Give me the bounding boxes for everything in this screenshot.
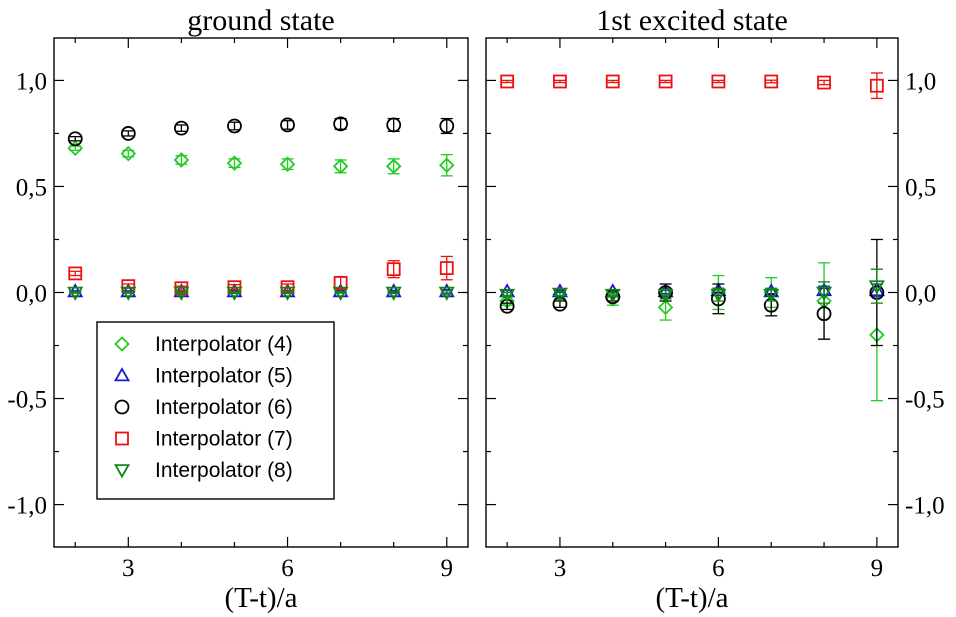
series-diamond <box>67 140 455 177</box>
data-point <box>67 286 84 301</box>
y-tick-label: 1,0 <box>16 68 47 95</box>
data-point <box>552 296 568 312</box>
data-point <box>67 283 84 298</box>
y-tick-label: -0,5 <box>7 387 47 414</box>
x-tick-label: 6 <box>712 555 725 582</box>
data-point <box>120 283 137 298</box>
data-point <box>332 286 349 301</box>
x-tick-label: 9 <box>871 555 884 582</box>
data-point <box>227 118 242 134</box>
x-axis-label: (T-t)/a <box>224 582 297 614</box>
series-square <box>500 72 884 100</box>
legend-label: Interpolator (8) <box>155 459 293 482</box>
data-point <box>710 288 727 303</box>
panel-ground-state: ground state 3 6 9 -1,0 -0,5 0,0 0,5 1,0 (T-t)/a I… <box>7 4 469 614</box>
data-point <box>816 306 832 322</box>
data-point <box>173 120 189 136</box>
data-point <box>68 266 83 281</box>
data-point <box>499 288 516 303</box>
panel-excited-state: 1st excited state 3 6 9 -1,0 -0,5 0,0 0,5 1,0 (T-… <box>485 4 945 614</box>
data-point <box>279 286 296 301</box>
data-point <box>120 145 137 162</box>
legend-marker <box>115 431 129 446</box>
y-tick-label: -1,0 <box>7 493 47 520</box>
data-point <box>438 157 455 174</box>
legend-label: Interpolator (7) <box>155 428 293 451</box>
series-triangle-down <box>499 268 885 304</box>
data-point <box>604 288 621 303</box>
y-tick-label: 0,0 <box>16 281 47 308</box>
legend-label: Interpolator (5) <box>155 365 293 388</box>
legend-marker <box>113 464 131 479</box>
data-point <box>551 287 568 302</box>
data-point <box>657 288 674 303</box>
legend: Interpolator (4) Interpolator (5) Interpol… <box>96 321 335 500</box>
x-tick-label: 9 <box>441 555 454 582</box>
series-triangle-down <box>67 286 455 301</box>
data-point <box>438 286 455 301</box>
data-point <box>333 276 348 290</box>
data-point <box>500 74 515 89</box>
data-point <box>279 156 296 172</box>
data-point <box>711 74 726 89</box>
data-point <box>385 286 402 301</box>
legend-marker <box>114 399 130 415</box>
data-point <box>120 126 136 141</box>
data-point <box>816 286 833 301</box>
y-tick-label: -1,0 <box>905 493 945 520</box>
legend-marker <box>114 336 130 352</box>
legend-marker <box>113 367 131 382</box>
legend-label: Interpolator (4) <box>155 333 293 356</box>
data-point <box>226 286 243 301</box>
data-point <box>657 299 674 316</box>
series-circle <box>67 116 455 147</box>
data-point <box>817 75 831 90</box>
legend-label: Interpolator (6) <box>155 396 293 419</box>
data-point <box>173 286 190 301</box>
data-point <box>226 155 243 171</box>
data-point <box>439 261 454 276</box>
y-tick-label: -0,5 <box>905 387 945 414</box>
data-point <box>763 288 780 303</box>
data-point <box>553 74 567 89</box>
x-tick-label: 3 <box>122 555 135 582</box>
data-point <box>764 74 779 89</box>
panel-title: 1st excited state <box>596 4 788 37</box>
data-point <box>385 283 402 298</box>
y-tick-label: 0,5 <box>16 174 47 201</box>
data-point <box>173 152 190 168</box>
data-point <box>658 74 673 89</box>
data-point <box>868 280 885 295</box>
plot-frame <box>485 37 899 548</box>
data-point <box>120 286 137 301</box>
data-point <box>332 283 349 298</box>
data-point <box>67 131 83 147</box>
data-point <box>439 118 455 134</box>
data-point <box>67 140 84 157</box>
data-point <box>605 74 620 89</box>
panel-title: ground state <box>187 4 334 37</box>
y-tick-label: 0,0 <box>905 281 936 308</box>
x-tick-label: 3 <box>554 555 567 582</box>
series-diamond <box>499 262 885 402</box>
data-point <box>280 117 295 133</box>
data-point <box>226 283 243 298</box>
data-point <box>333 116 349 132</box>
data-point <box>386 262 401 277</box>
y-tick-label: 0,5 <box>905 174 936 201</box>
y-tick-label: 1,0 <box>905 68 936 95</box>
legend-box <box>96 321 335 500</box>
x-tick-label: 6 <box>281 555 294 582</box>
data-point <box>869 78 884 93</box>
data-point <box>386 117 402 133</box>
x-axis-label: (T-t)/a <box>655 582 728 614</box>
data-point <box>332 158 349 175</box>
data-point <box>385 158 402 175</box>
